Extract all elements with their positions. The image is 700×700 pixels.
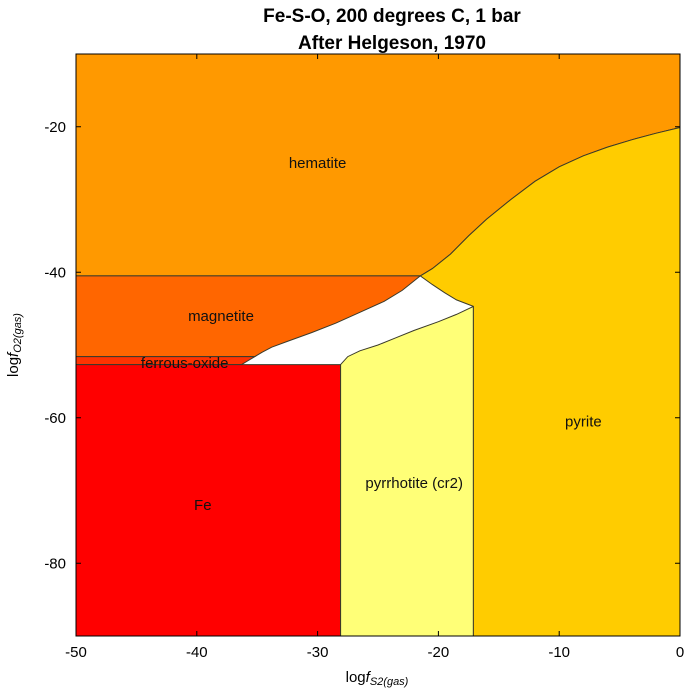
x-tick-label: -30	[307, 644, 329, 661]
field-label-pyrite: pyrite	[565, 413, 602, 430]
field-label-fe: Fe	[194, 497, 212, 514]
chart-subtitle: After Helgeson, 1970	[298, 33, 486, 54]
y-axis-label: logfO2(gas)	[5, 313, 24, 377]
field-label-ferrous-oxide: ferrous-oxide	[141, 355, 229, 372]
x-tick-label: -10	[548, 644, 570, 661]
x-axis-ticks: -50 -40 -30 -20 -10 0	[65, 54, 684, 661]
field-label-hematite: hematite	[289, 155, 347, 172]
x-tick-label: -50	[65, 644, 87, 661]
field-pyrrhotite-cr2	[340, 305, 474, 637]
field-label-pyrrhotite-cr2: pyrrhotite (cr2)	[365, 475, 463, 492]
y-tick-label: -60	[44, 410, 66, 427]
y-axis-ticks: -20 -40 -60 -80	[44, 119, 680, 572]
x-tick-label: -20	[428, 644, 450, 661]
field-labels: hematite magnetite ferrous-oxide Fe pyrrhoti…	[141, 155, 602, 514]
field-label-magnetite: magnetite	[188, 308, 254, 325]
field-pyrite	[419, 126, 681, 637]
x-tick-label: -40	[186, 644, 208, 661]
x-axis-label: logfS2(gas)	[346, 669, 409, 688]
y-tick-label: -80	[44, 555, 66, 572]
x-tick-label: 0	[676, 644, 684, 661]
y-tick-label: -40	[44, 264, 66, 281]
plot-frame	[75, 53, 681, 637]
y-tick-label: -20	[44, 119, 66, 136]
chart-title: Fe-S-O, 200 degrees C, 1 bar	[263, 6, 521, 27]
stability-fields	[75, 53, 681, 637]
